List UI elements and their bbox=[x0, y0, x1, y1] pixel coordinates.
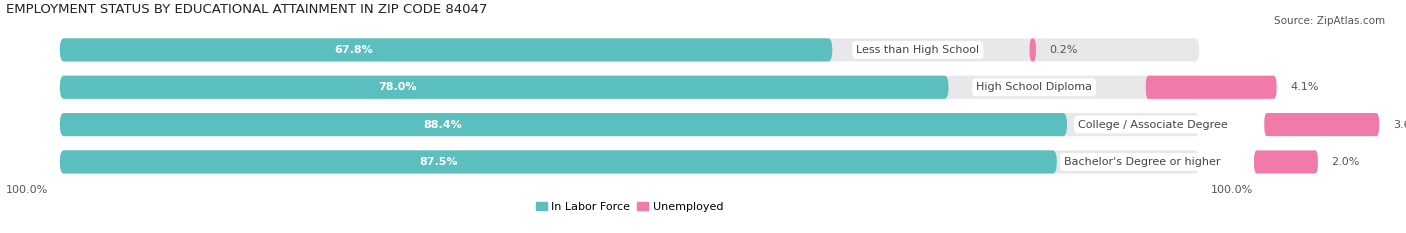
Text: Bachelor's Degree or higher: Bachelor's Degree or higher bbox=[1064, 157, 1220, 167]
FancyBboxPatch shape bbox=[60, 38, 1199, 62]
Text: College / Associate Degree: College / Associate Degree bbox=[1078, 120, 1227, 130]
FancyBboxPatch shape bbox=[60, 76, 949, 99]
FancyBboxPatch shape bbox=[60, 113, 1199, 136]
Text: 88.4%: 88.4% bbox=[423, 120, 463, 130]
FancyBboxPatch shape bbox=[60, 76, 1199, 99]
Text: High School Diploma: High School Diploma bbox=[976, 82, 1092, 92]
Text: 100.0%: 100.0% bbox=[6, 185, 48, 195]
FancyBboxPatch shape bbox=[60, 150, 1199, 174]
FancyBboxPatch shape bbox=[60, 38, 832, 62]
Text: 100.0%: 100.0% bbox=[1211, 185, 1253, 195]
FancyBboxPatch shape bbox=[1146, 76, 1277, 99]
Text: 2.0%: 2.0% bbox=[1331, 157, 1360, 167]
FancyBboxPatch shape bbox=[60, 150, 1057, 174]
FancyBboxPatch shape bbox=[1029, 38, 1036, 62]
FancyBboxPatch shape bbox=[1264, 113, 1379, 136]
Text: Source: ZipAtlas.com: Source: ZipAtlas.com bbox=[1274, 16, 1385, 26]
Text: 78.0%: 78.0% bbox=[378, 82, 416, 92]
Text: 67.8%: 67.8% bbox=[335, 45, 373, 55]
Text: Less than High School: Less than High School bbox=[856, 45, 980, 55]
Text: 4.1%: 4.1% bbox=[1291, 82, 1319, 92]
Text: 0.2%: 0.2% bbox=[1050, 45, 1078, 55]
Text: 87.5%: 87.5% bbox=[419, 157, 458, 167]
FancyBboxPatch shape bbox=[1254, 150, 1317, 174]
Text: EMPLOYMENT STATUS BY EDUCATIONAL ATTAINMENT IN ZIP CODE 84047: EMPLOYMENT STATUS BY EDUCATIONAL ATTAINM… bbox=[6, 3, 488, 16]
Legend: In Labor Force, Unemployed: In Labor Force, Unemployed bbox=[531, 198, 728, 216]
Text: 3.6%: 3.6% bbox=[1393, 120, 1406, 130]
FancyBboxPatch shape bbox=[60, 113, 1067, 136]
